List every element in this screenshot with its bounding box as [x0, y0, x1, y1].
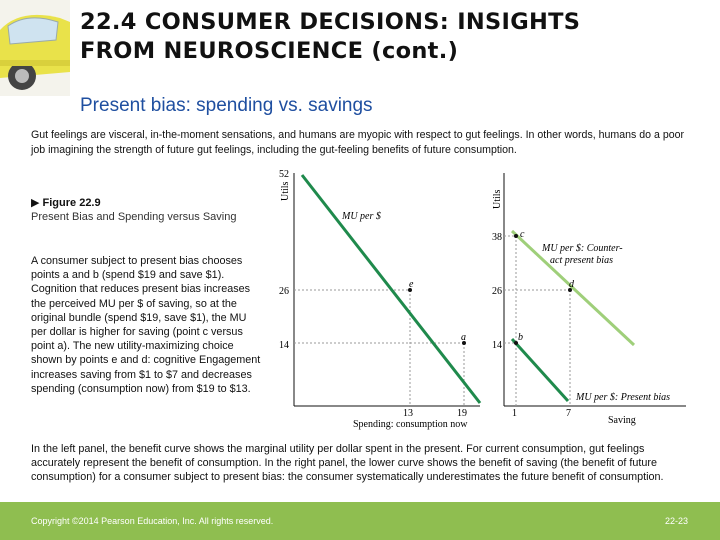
left-x-tick-13: 13: [403, 408, 413, 419]
right-y-tick-38: 38: [492, 232, 502, 243]
figure-chart: Utils 52 26 14 13 19 Spending: consumpti…: [279, 169, 686, 430]
point-d-label: d: [569, 279, 575, 290]
present-bias-label: MU per $: Present bias: [575, 392, 670, 403]
car-logo-image: [0, 0, 70, 96]
figure-number: Figure 22.9: [42, 197, 101, 209]
left-y-label: Utils: [280, 181, 291, 201]
point-c: [514, 234, 518, 238]
present-bias-curve: [510, 337, 570, 403]
left-mu-label: MU per $: [341, 211, 381, 222]
right-y-tick-14: 14: [492, 340, 502, 351]
point-a: [462, 341, 466, 345]
title-line-1: 22.4 CONSUMER DECISIONS: INSIGHTS: [80, 9, 581, 35]
play-icon: ▶: [31, 197, 40, 209]
subtitle: Present bias: spending vs. savings: [80, 95, 373, 116]
right-y-tick-26: 26: [492, 286, 502, 297]
page-title: 22.4 CONSUMER DECISIONS: INSIGHTS FROM N…: [80, 8, 710, 66]
point-e-label: e: [409, 279, 414, 290]
point-a-label: a: [461, 332, 466, 343]
right-x-tick-1: 1: [512, 408, 517, 419]
point-b-label: b: [518, 332, 523, 343]
footer-bar: Copyright ©2014 Pearson Education, Inc. …: [0, 502, 720, 540]
right-y-label: Utils: [492, 189, 503, 209]
counteract-label-2: act present bias: [550, 255, 613, 266]
page-number: 22-23: [664, 516, 688, 526]
title-line-2: FROM NEUROSCIENCE (cont.): [80, 38, 459, 64]
left-x-tick-19: 19: [457, 408, 467, 419]
left-mu-curve: [300, 174, 482, 404]
counteract-label-1: MU per $: Counter-: [541, 243, 623, 254]
point-c-label: c: [520, 229, 525, 240]
counteract-curve: [510, 229, 636, 347]
left-x-label: Spending: consumption now: [353, 419, 468, 430]
point-b: [514, 341, 518, 345]
left-y-tick-52: 52: [279, 169, 289, 180]
figure-caption: ▶ Figure 22.9 Present Bias and Spending …: [31, 196, 251, 224]
point-e: [408, 288, 412, 292]
intro-paragraph: Gut feelings are visceral, in-the-moment…: [31, 129, 685, 156]
right-x-tick-7: 7: [566, 408, 571, 419]
bottom-explanation: In the left panel, the benefit curve sho…: [31, 443, 664, 484]
left-y-tick-26: 26: [279, 286, 289, 297]
figure-title: Present Bias and Spending versus Saving: [31, 211, 237, 223]
point-d: [568, 288, 572, 292]
right-x-label: Saving: [608, 415, 636, 426]
left-y-tick-14: 14: [279, 340, 289, 351]
copyright: Copyright ©2014 Pearson Education, Inc. …: [31, 516, 274, 526]
figure-explanation: A consumer subject to present bias choos…: [31, 255, 261, 395]
